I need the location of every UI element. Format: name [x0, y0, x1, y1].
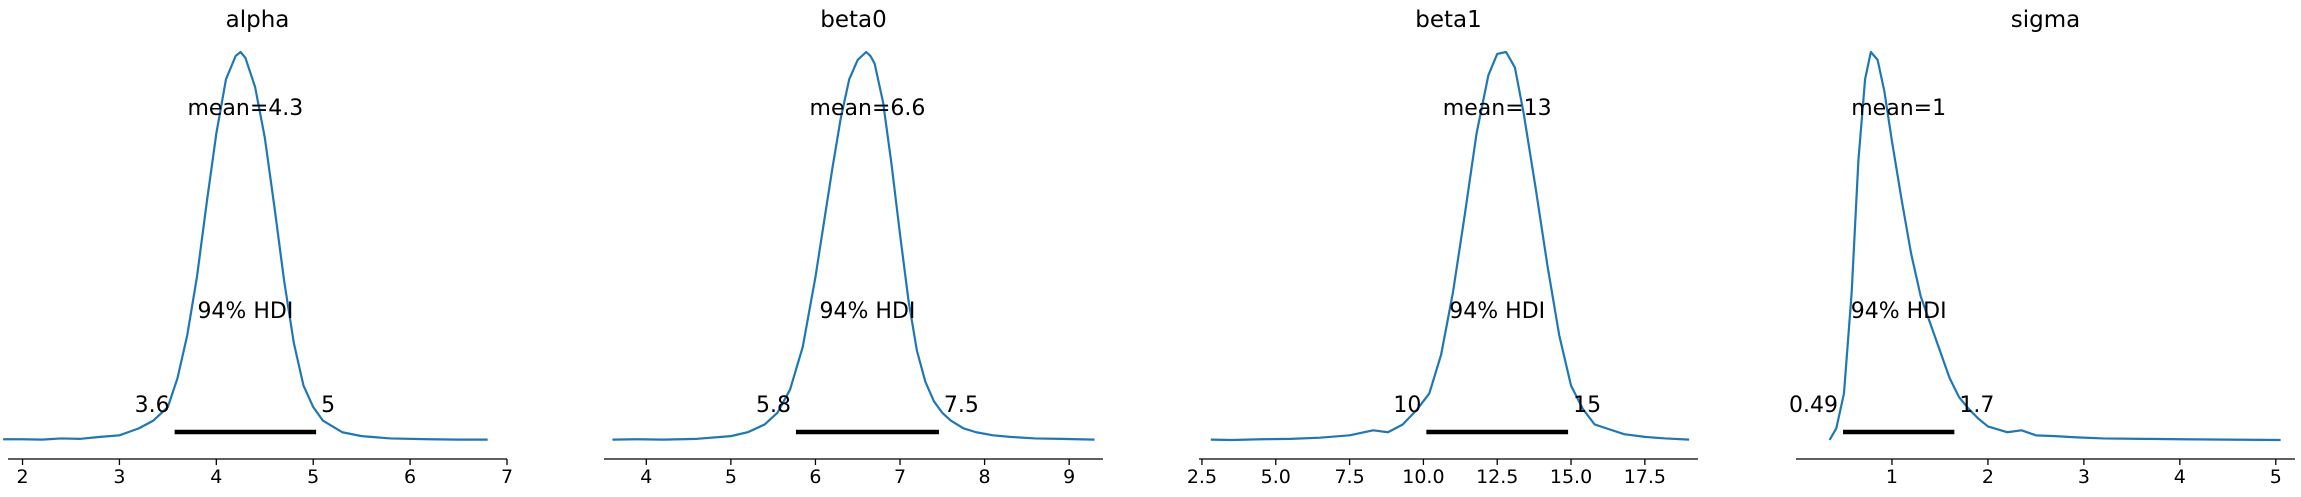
x-tick-label: 3 — [2078, 466, 2090, 488]
density-curve — [612, 50, 1095, 441]
x-tick-label: 7 — [894, 466, 906, 488]
hdi-low-label: 10 — [1393, 393, 1421, 418]
plot-panel-alpha: alpha 2 3 4 5 6 7 mean=4.3 94% HDI 3.6 5 — [3, 7, 513, 488]
plot-title: sigma — [2011, 7, 2080, 33]
x-tick-label: 5 — [307, 466, 319, 488]
x-tick-label: 9 — [1063, 466, 1075, 488]
mean-label: mean=1 — [1851, 96, 1946, 121]
x-tick-label: 10.0 — [1402, 466, 1444, 488]
plot-panel-beta1: beta1 2.5 5.0 7.5 10.0 12.5 15.0 17.5 mean=13 94%… — [1187, 7, 1698, 488]
hdi-high-label: 1.7 — [1959, 393, 1994, 418]
x-tick-label: 7.5 — [1334, 466, 1364, 488]
x-tick-label: 5 — [2270, 466, 2282, 488]
hdi-low-label: 3.6 — [135, 393, 170, 418]
hdi-label: 94% HDI — [820, 299, 916, 324]
hdi-label: 94% HDI — [1851, 299, 1947, 324]
x-tick-label: 12.5 — [1476, 466, 1518, 488]
plot-title: beta1 — [1415, 7, 1482, 33]
plot-title: alpha — [226, 7, 290, 33]
plot-panel-beta0: beta0 4 5 6 7 8 9 mean=6.6 94% HDI 5.8 7.5 — [604, 7, 1103, 488]
hdi-label: 94% HDI — [197, 299, 293, 324]
hdi-label: 94% HDI — [1449, 299, 1545, 324]
density-curve — [1210, 50, 1690, 442]
hdi-low-label: 0.49 — [1789, 393, 1838, 418]
x-tick-label: 2.5 — [1187, 466, 1217, 488]
x-tick-label: 4 — [640, 466, 652, 488]
hdi-high-label: 5 — [321, 393, 335, 418]
hdi-high-label: 15 — [1573, 393, 1601, 418]
x-tick-label: 8 — [979, 466, 991, 488]
x-tick-label: 5.0 — [1261, 466, 1291, 488]
hdi-low-label: 5.8 — [756, 393, 791, 418]
x-tick-label: 6 — [404, 466, 416, 488]
x-tick-label: 4 — [210, 466, 222, 488]
mean-label: mean=4.3 — [187, 96, 303, 121]
plot-title: beta0 — [820, 7, 887, 33]
density-curve — [1828, 50, 2281, 442]
x-tick-label: 2 — [1982, 466, 1994, 488]
mean-label: mean=13 — [1443, 96, 1552, 121]
density-curve — [3, 50, 488, 441]
x-tick-label: 7 — [501, 466, 513, 488]
mean-label: mean=6.6 — [810, 96, 926, 121]
x-tick-label: 3 — [113, 466, 125, 488]
hdi-high-label: 7.5 — [944, 393, 979, 418]
x-tick-label: 1 — [1886, 466, 1898, 488]
x-tick-label: 6 — [809, 466, 821, 488]
x-tick-label: 5 — [725, 466, 737, 488]
x-tick-label: 17.5 — [1624, 466, 1666, 488]
plot-panel-sigma: sigma 1 2 3 4 5 mean=1 94% HDI 0.49 1.7 — [1789, 7, 2295, 488]
x-tick-label: 15.0 — [1550, 466, 1592, 488]
x-tick-label: 4 — [2174, 466, 2186, 488]
x-tick-label: 2 — [16, 466, 28, 488]
